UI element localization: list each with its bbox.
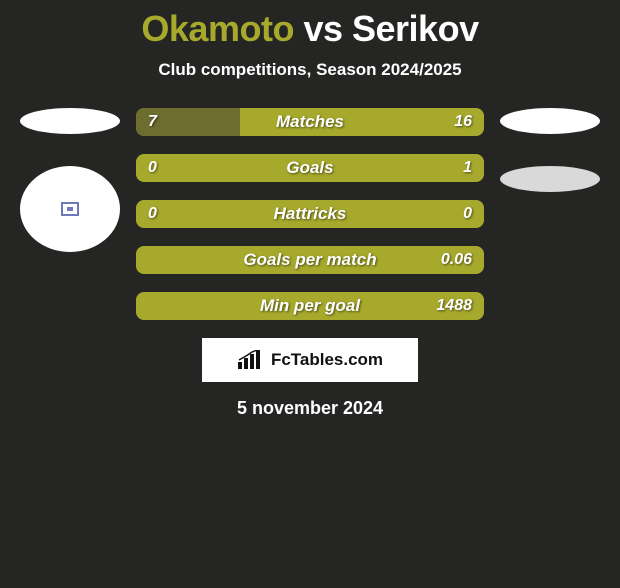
branding-badge: FcTables.com [202, 338, 418, 382]
stat-value-right: 1 [463, 159, 472, 177]
main-layout: 7 Matches 16 0 Goals 1 0 Hattricks 0 Goa… [0, 108, 620, 320]
stat-value-left: 7 [148, 113, 157, 131]
stat-value-right: 0 [463, 205, 472, 223]
stat-value-right: 1488 [436, 297, 472, 315]
player2-club-placeholder-icon [500, 108, 600, 134]
right-side [490, 108, 610, 320]
player1-avatar-placeholder-icon [20, 166, 120, 252]
date-text: 5 november 2024 [0, 398, 620, 419]
vs-separator: vs [303, 8, 342, 49]
stat-label: Hattricks [274, 204, 347, 224]
stat-value-left: 0 [148, 205, 157, 223]
image-frame-icon [61, 202, 79, 216]
subtitle: Club competitions, Season 2024/2025 [0, 60, 620, 80]
branding-text: FcTables.com [271, 350, 383, 370]
player2-name: Serikov [352, 8, 479, 49]
left-side [10, 108, 130, 320]
stat-bar-matches: 7 Matches 16 [136, 108, 484, 136]
stat-bar-min-per-goal: Min per goal 1488 [136, 292, 484, 320]
stat-label: Matches [276, 112, 344, 132]
stat-value-right: 0.06 [441, 251, 472, 269]
page-title: Okamoto vs Serikov [0, 8, 620, 50]
player1-name: Okamoto [141, 8, 294, 49]
bar-chart-icon [237, 350, 263, 370]
stat-bar-hattricks: 0 Hattricks 0 [136, 200, 484, 228]
stats-bars: 7 Matches 16 0 Goals 1 0 Hattricks 0 Goa… [130, 108, 490, 320]
stat-label: Min per goal [260, 296, 360, 316]
player2-avatar-placeholder-icon [500, 166, 600, 192]
stat-label: Goals per match [243, 250, 376, 270]
stat-value-right: 16 [454, 113, 472, 131]
stat-bar-goals-per-match: Goals per match 0.06 [136, 246, 484, 274]
player1-club-placeholder-icon [20, 108, 120, 134]
stat-value-left: 0 [148, 159, 157, 177]
stat-label: Goals [286, 158, 333, 178]
stat-bar-goals: 0 Goals 1 [136, 154, 484, 182]
